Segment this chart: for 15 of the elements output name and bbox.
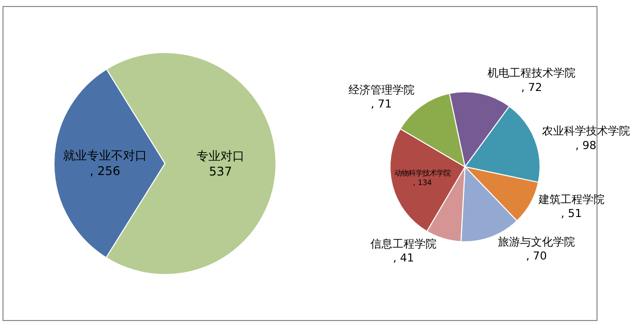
data-label: , 72 bbox=[521, 81, 542, 94]
data-label: 537 bbox=[209, 164, 232, 178]
slice-label: 就业专业不对口 bbox=[62, 148, 147, 163]
slice-label: 农业科学技术学院 bbox=[542, 124, 630, 138]
slice-label: 专业对口 bbox=[196, 148, 244, 163]
slice-label: 经济管理学院 bbox=[348, 83, 414, 96]
data-label: , 71 bbox=[370, 98, 392, 111]
data-label: , 70 bbox=[526, 250, 547, 263]
slice-label: 信息工程学院 bbox=[370, 237, 436, 250]
data-label: , 41 bbox=[392, 252, 414, 265]
data-label: , 98 bbox=[575, 138, 596, 152]
data-label: , 51 bbox=[560, 207, 582, 220]
slice-label: 旅游与文化学院 bbox=[498, 235, 575, 248]
slice-label: 机电工程技术学院 bbox=[488, 66, 576, 80]
data-label: , 256 bbox=[90, 164, 120, 178]
